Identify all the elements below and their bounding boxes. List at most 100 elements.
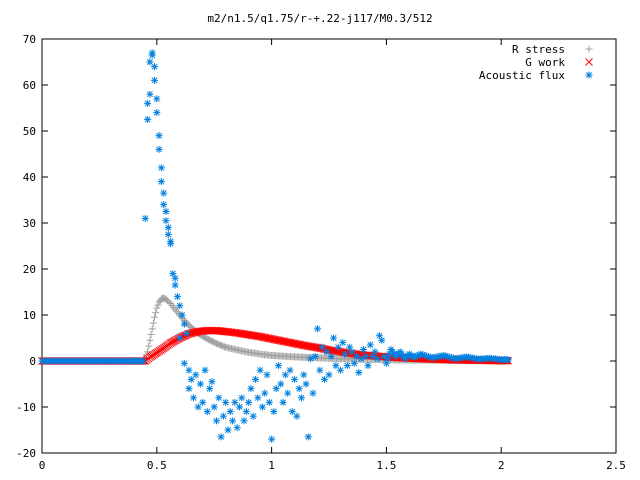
acoustic-flux-point (144, 99, 152, 107)
acoustic-flux-point (274, 362, 282, 370)
acoustic-flux-point (288, 408, 296, 416)
acoustic-flux-point (229, 417, 237, 425)
acoustic-flux-point (167, 240, 175, 248)
acoustic-flux-point (311, 352, 319, 360)
acoustic-flux-point (210, 403, 218, 411)
acoustic-flux-point (144, 116, 152, 123)
y-tick-label: 40 (23, 171, 36, 184)
acoustic-flux-point (160, 201, 168, 209)
acoustic-flux-point (235, 403, 243, 411)
x-tick-label: 2.5 (606, 459, 626, 472)
r-stress-point (149, 319, 157, 327)
acoustic-flux-point (318, 343, 326, 351)
acoustic-flux-point (183, 329, 191, 337)
acoustic-flux-point (176, 334, 184, 342)
acoustic-flux-point (219, 412, 227, 420)
acoustic-flux-point (157, 178, 165, 186)
y-tick-label: -20 (16, 447, 36, 460)
acoustic-flux-point (261, 389, 269, 397)
acoustic-flux-point (258, 403, 266, 411)
acoustic-flux-point (320, 375, 328, 383)
acoustic-flux-point (185, 385, 193, 393)
r-stress-point (148, 325, 156, 333)
acoustic-flux-point (279, 398, 287, 406)
acoustic-flux-point (146, 90, 154, 98)
r-stress-point (142, 351, 150, 359)
acoustic-flux-point (212, 417, 220, 425)
acoustic-flux-point (272, 385, 280, 393)
acoustic-flux-point (371, 348, 379, 356)
r-stress-point (173, 307, 181, 315)
acoustic-flux-point (293, 412, 301, 420)
acoustic-flux-point (164, 224, 172, 232)
acoustic-flux-point (190, 394, 198, 402)
acoustic-flux-point (270, 408, 278, 416)
acoustic-flux-point (330, 334, 338, 342)
r-stress-point (153, 304, 161, 312)
acoustic-flux-point (295, 385, 303, 393)
acoustic-flux-point (192, 371, 200, 379)
acoustic-flux-point (366, 341, 374, 349)
acoustic-flux-point (343, 362, 351, 370)
acoustic-flux-point (164, 231, 172, 238)
acoustic-flux-point (180, 359, 188, 367)
r-stress-point (151, 313, 159, 321)
acoustic-flux-point (268, 435, 276, 443)
acoustic-flux-point (226, 408, 234, 416)
acoustic-flux-point (171, 274, 179, 282)
y-tick-label: 0 (29, 355, 36, 368)
acoustic-flux-point (194, 403, 202, 411)
acoustic-flux-point (339, 339, 347, 347)
acoustic-flux-point (359, 346, 367, 353)
acoustic-flux-point (309, 389, 317, 397)
acoustic-flux-point (178, 311, 186, 319)
acoustic-flux-point (201, 366, 209, 374)
acoustic-flux-point (155, 145, 163, 153)
acoustic-flux-point (162, 208, 170, 215)
legend-marker-acoustic-flux (585, 71, 593, 79)
acoustic-flux-point (378, 336, 386, 344)
acoustic-flux-point (141, 214, 149, 222)
acoustic-flux-point (256, 366, 264, 374)
acoustic-flux-point (380, 352, 388, 360)
acoustic-flux-point (252, 375, 260, 383)
legend-label-r-stress: R stress (512, 43, 565, 56)
acoustic-flux-point (245, 398, 253, 406)
y-tick-label: 10 (23, 309, 36, 322)
acoustic-flux-point (325, 371, 333, 379)
acoustic-flux-point (316, 366, 324, 374)
x-tick-label: 1 (268, 459, 275, 472)
acoustic-flux-point (157, 164, 165, 172)
acoustic-flux-point (284, 389, 292, 397)
r-stress-point (147, 331, 155, 339)
acoustic-flux-point (185, 366, 193, 374)
acoustic-flux-point (297, 394, 305, 402)
y-tick-label: 60 (23, 79, 36, 92)
acoustic-flux-point (203, 408, 211, 416)
acoustic-flux-point (304, 433, 312, 441)
acoustic-flux-point (323, 348, 331, 356)
acoustic-flux-point (222, 398, 230, 406)
acoustic-flux-point (373, 355, 381, 363)
acoustic-flux-point (302, 380, 310, 388)
legend-marker-g-work (585, 58, 593, 66)
r-stress-point (144, 348, 152, 356)
plot-frame (41, 38, 617, 454)
acoustic-flux-point (180, 320, 188, 328)
legend-label-g-work: G work (525, 56, 565, 69)
r-stress-point (146, 336, 154, 344)
y-tick-label: 50 (23, 125, 36, 138)
acoustic-flux-point (199, 398, 207, 406)
acoustic-flux-point (206, 385, 214, 393)
acoustic-flux-point (314, 325, 322, 333)
acoustic-flux-point (215, 394, 223, 402)
x-tick-label: 1.5 (376, 459, 396, 472)
g-work-point (177, 333, 185, 342)
acoustic-flux-point (155, 132, 163, 140)
acoustic-flux-point (362, 352, 370, 360)
data-marks (38, 49, 512, 443)
legend-marker-r-stress (585, 45, 593, 53)
acoustic-flux-point (208, 378, 216, 386)
acoustic-flux-point (286, 366, 294, 374)
